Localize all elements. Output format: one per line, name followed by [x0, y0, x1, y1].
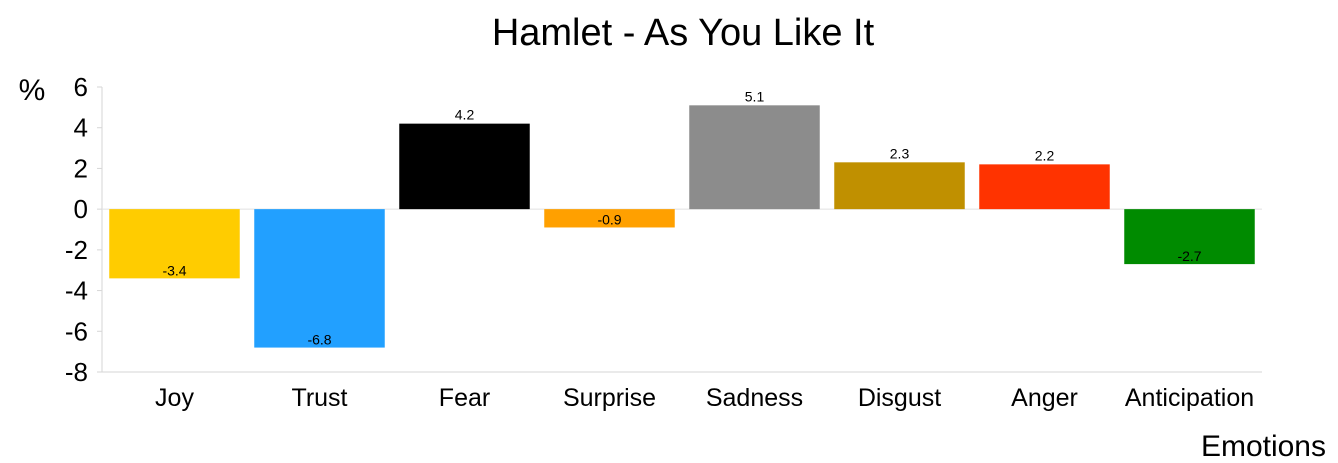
chart-title: Hamlet - As You Like It [492, 12, 875, 54]
data-label: 4.2 [455, 107, 475, 123]
x-tick-label: Fear [439, 384, 490, 412]
bar-joy [109, 209, 240, 279]
data-label: -3.4 [162, 262, 186, 278]
data-label: 5.1 [745, 88, 765, 104]
bar-sadness [689, 105, 820, 210]
bar-trust [254, 209, 385, 348]
x-tick-label: Anger [1011, 384, 1078, 412]
y-tick-label: 0 [74, 194, 88, 224]
x-axis-label: Emotions [1201, 430, 1326, 463]
x-tick-label: Surprise [563, 384, 656, 412]
data-label: -6.8 [307, 332, 331, 348]
x-tick-label: Disgust [858, 384, 941, 412]
bar-anticipation [1124, 209, 1255, 265]
x-tick-label: Trust [291, 384, 347, 412]
y-tick-label: 2 [74, 153, 88, 183]
data-label: -0.9 [597, 211, 621, 227]
data-label: 2.3 [890, 145, 910, 161]
data-label: 2.2 [1035, 147, 1055, 163]
x-tick-label: Anticipation [1125, 384, 1254, 412]
bar-fear [399, 123, 530, 210]
bar-surprise [544, 209, 675, 228]
y-tick-label: 4 [74, 113, 88, 143]
y-tick-label: -8 [65, 357, 88, 387]
axes: -8 -6 -4 -2 0 2 4 6 [65, 72, 1262, 387]
y-tick-label: -6 [65, 316, 88, 346]
labels: -3.4 Joy -6.8 Trust 4.2 Fear -0.9 Surprise 5.1 Sa… [155, 88, 1254, 412]
y-tick-label: -2 [65, 235, 88, 265]
bar-disgust [834, 162, 965, 210]
x-tick-label: Joy [155, 384, 194, 412]
y-tick-label: -4 [65, 276, 88, 306]
bar-anger [979, 164, 1110, 210]
y-tick-label: 6 [74, 72, 88, 102]
bars [109, 105, 1255, 348]
data-label: -2.7 [1177, 248, 1201, 264]
y-axis-label: % [19, 74, 46, 107]
x-tick-label: Sadness [706, 384, 803, 412]
